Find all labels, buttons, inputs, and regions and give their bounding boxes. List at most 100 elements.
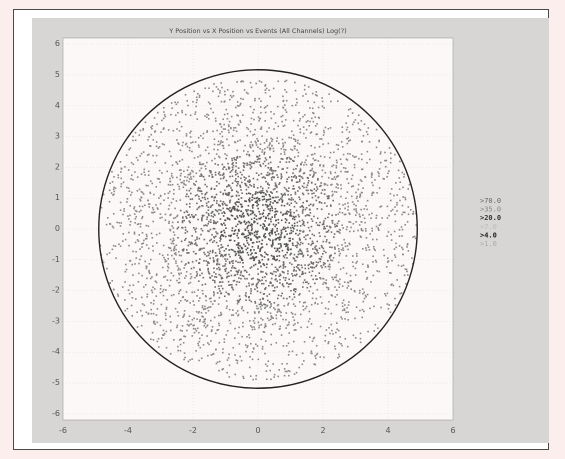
scatter-point bbox=[233, 206, 236, 208]
scatter-point bbox=[390, 188, 393, 190]
scatter-point bbox=[222, 192, 225, 195]
scatter-point bbox=[360, 120, 363, 122]
scatter-point bbox=[223, 123, 225, 126]
scatter-point bbox=[198, 198, 201, 200]
scatter-point bbox=[320, 208, 323, 211]
scatter-point bbox=[205, 295, 207, 298]
scatter-point bbox=[198, 205, 201, 208]
scatter-point bbox=[288, 136, 290, 139]
scatter-point bbox=[135, 298, 137, 300]
scatter-point bbox=[264, 303, 267, 306]
scatter-point bbox=[264, 84, 267, 86]
scatter-point bbox=[102, 193, 105, 196]
scatter-point bbox=[223, 222, 225, 225]
scatter-point bbox=[260, 190, 262, 192]
scatter-point bbox=[332, 164, 335, 166]
scatter-point bbox=[372, 274, 375, 277]
scatter-point bbox=[279, 197, 282, 200]
scatter-point bbox=[303, 182, 305, 185]
scatter-point bbox=[277, 165, 280, 168]
scatter-point bbox=[256, 290, 259, 293]
scatter-point bbox=[146, 235, 148, 238]
scatter-point bbox=[262, 271, 264, 273]
scatter-point bbox=[379, 153, 382, 155]
scatter-point bbox=[198, 94, 201, 97]
scatter-point bbox=[286, 362, 288, 365]
scatter-point bbox=[297, 234, 299, 236]
scatter-point bbox=[284, 217, 287, 220]
scatter-point bbox=[259, 248, 262, 250]
scatter-point bbox=[282, 226, 285, 229]
scatter-point bbox=[362, 292, 364, 295]
scatter-point bbox=[319, 276, 321, 279]
scatter-point bbox=[266, 228, 269, 231]
scatter-point bbox=[276, 297, 279, 300]
scatter-point bbox=[276, 227, 279, 230]
scatter-point bbox=[258, 157, 260, 160]
scatter-point bbox=[213, 260, 215, 263]
scatter-point bbox=[181, 144, 184, 147]
scatter-point bbox=[168, 204, 171, 207]
scatter-point bbox=[308, 214, 311, 217]
scatter-point bbox=[306, 286, 309, 289]
scatter-point bbox=[237, 191, 239, 194]
scatter-point bbox=[335, 276, 337, 279]
scatter-point bbox=[299, 117, 302, 120]
scatter-point bbox=[236, 215, 238, 217]
scatter-point bbox=[112, 213, 115, 215]
scatter-point bbox=[309, 107, 311, 109]
scatter-point bbox=[249, 257, 252, 260]
scatter-point bbox=[156, 177, 159, 180]
scatter-point bbox=[201, 306, 204, 309]
scatter-point bbox=[249, 167, 252, 170]
scatter-point bbox=[176, 227, 179, 230]
scatter-point bbox=[156, 207, 159, 209]
scatter-point bbox=[291, 279, 294, 282]
scatter-point bbox=[401, 246, 403, 249]
scatter-point bbox=[235, 180, 238, 183]
scatter-point bbox=[325, 239, 328, 241]
scatter-point bbox=[141, 232, 144, 234]
scatter-point bbox=[281, 363, 283, 365]
scatter-point bbox=[191, 150, 193, 153]
scatter-point bbox=[236, 299, 239, 302]
scatter-point bbox=[198, 237, 201, 240]
scatter-point bbox=[199, 187, 201, 190]
scatter-point bbox=[293, 222, 296, 225]
scatter-point bbox=[232, 95, 235, 97]
scatter-point bbox=[346, 307, 348, 309]
scatter-point bbox=[180, 240, 183, 243]
scatter-point bbox=[302, 221, 305, 223]
scatter-point bbox=[298, 252, 301, 255]
scatter-point bbox=[312, 242, 315, 245]
scatter-point bbox=[259, 224, 262, 227]
scatter-point bbox=[224, 153, 226, 155]
scatter-point bbox=[253, 220, 255, 223]
scatter-point bbox=[286, 213, 288, 215]
scatter-point bbox=[299, 249, 301, 252]
scatter-point bbox=[173, 339, 175, 341]
scatter-point bbox=[322, 283, 324, 285]
scatter-point bbox=[339, 278, 341, 281]
scatter-point bbox=[263, 234, 265, 236]
scatter-point bbox=[287, 270, 289, 272]
scatter-point bbox=[192, 141, 194, 144]
scatter-point bbox=[244, 344, 247, 346]
scatter-point bbox=[302, 115, 304, 118]
scatter-point bbox=[147, 184, 149, 187]
scatter-point bbox=[236, 172, 239, 175]
scatter-point bbox=[313, 192, 315, 195]
scatter-point bbox=[345, 197, 347, 200]
scatter-point bbox=[313, 266, 316, 269]
scatter-point bbox=[378, 175, 380, 177]
scatter-point bbox=[206, 113, 208, 116]
scatter-point bbox=[189, 198, 192, 201]
scatter-point bbox=[240, 271, 242, 274]
scatter-point bbox=[269, 218, 272, 220]
scatter-point bbox=[341, 131, 344, 134]
scatter-point bbox=[295, 354, 298, 356]
scatter-point bbox=[181, 109, 183, 112]
scatter-point bbox=[246, 134, 249, 137]
scatter-point bbox=[310, 225, 313, 228]
scatter-point bbox=[337, 248, 340, 250]
